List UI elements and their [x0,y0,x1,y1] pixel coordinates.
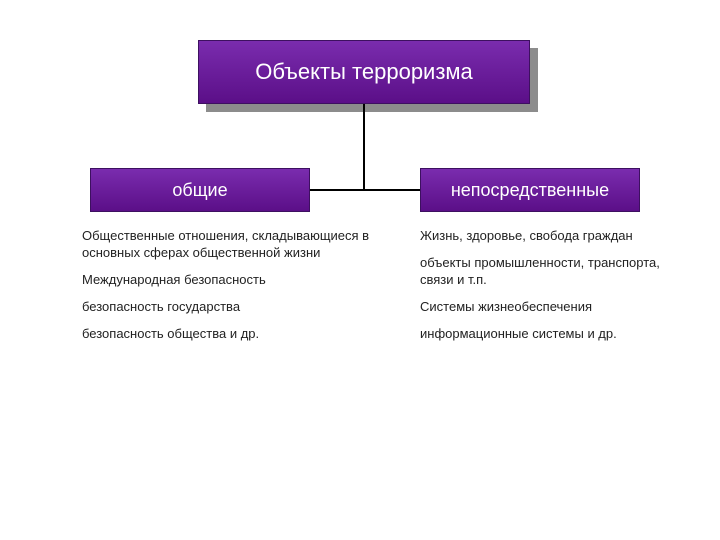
child-node-left-label: общие [91,180,309,201]
connector-h-left [310,189,364,191]
desc-left-item: безопасность общества и др. [82,326,382,343]
root-node-label: Объекты терроризма [199,59,529,85]
desc-right-item: информационные системы и др. [420,326,680,343]
desc-left-item: Общественные отношения, складывающиеся в… [82,228,382,262]
desc-right-item: Жизнь, здоровье, свобода граждан [420,228,680,245]
connector-trunk [363,104,365,190]
child-node-left: общие [90,168,310,212]
child-node-right-label: непосредственные [421,180,639,201]
desc-right-item: Системы жизнеобеспечения [420,299,680,316]
desc-right: Жизнь, здоровье, свобода граждан объекты… [420,228,680,352]
desc-right-item: объекты промышленности, транспорта, связ… [420,255,680,289]
child-node-right: непосредственные [420,168,640,212]
desc-left: Общественные отношения, складывающиеся в… [82,228,382,352]
connector-h-right [364,189,420,191]
root-node: Объекты терроризма [198,40,530,104]
desc-left-item: безопасность государства [82,299,382,316]
desc-left-item: Международная безопасность [82,272,382,289]
